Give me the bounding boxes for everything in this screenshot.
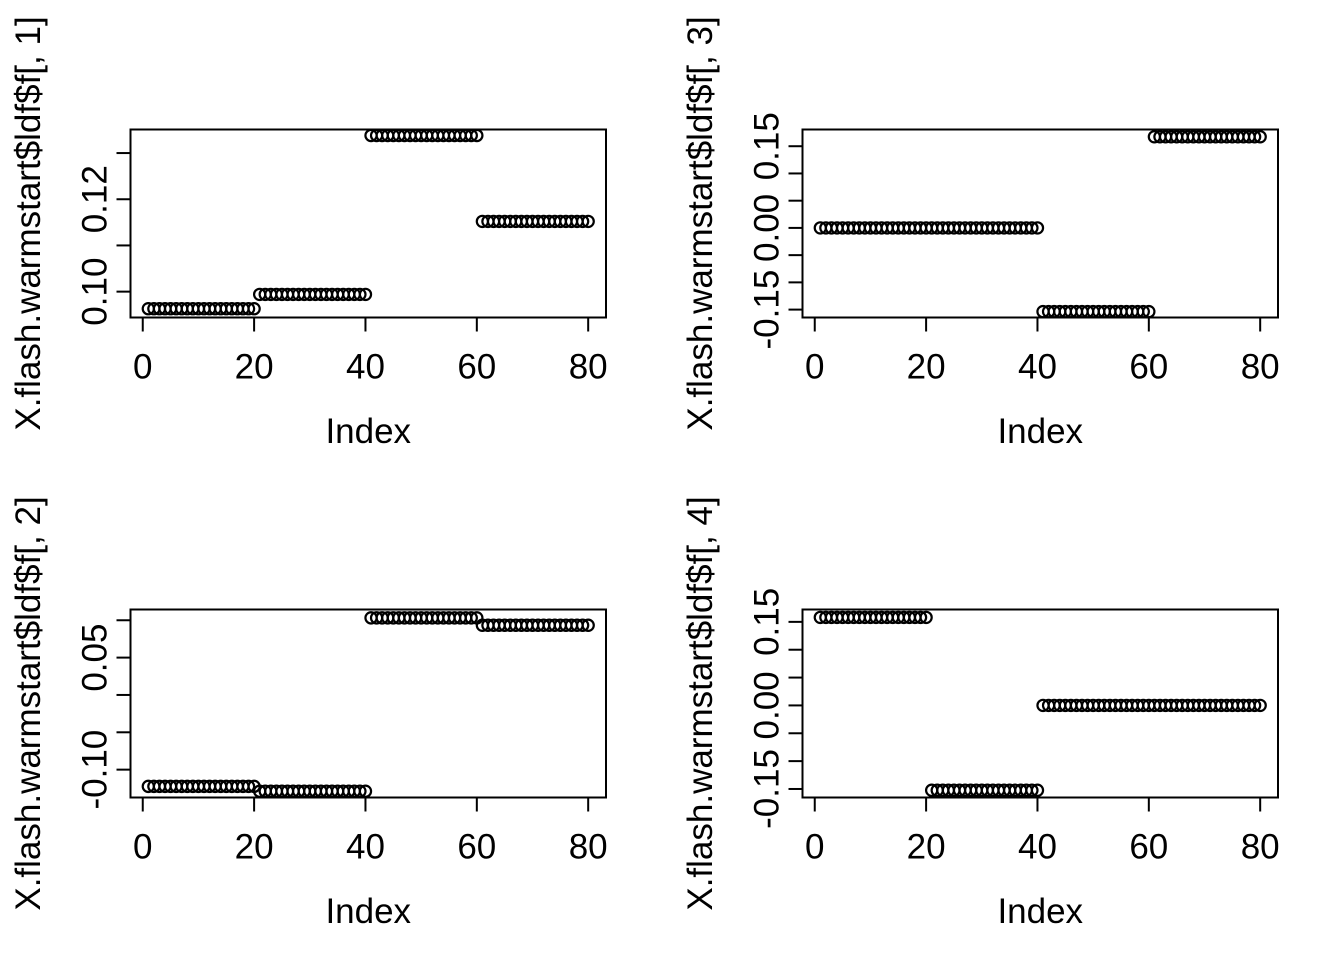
plot-panel-2: 0 20 40 60 80 0.15 0.00 -0.15 Index X.flash.warms…: [681, 16, 1280, 451]
data-point: [913, 610, 928, 625]
y-tick-label: -0.15: [748, 270, 787, 350]
data-point: [1253, 130, 1267, 144]
y-tick-label: 0.12: [76, 165, 115, 233]
x-tick-label: 40: [346, 828, 385, 867]
data-point: [1030, 221, 1045, 235]
data-point: [575, 618, 590, 632]
data-point: [247, 302, 261, 316]
y-tick-label: -0.10: [76, 730, 115, 810]
x-tick-label: 20: [907, 828, 946, 867]
data-point: [581, 214, 595, 229]
x-axis-label: Index: [325, 412, 411, 451]
data-point: [1142, 304, 1156, 319]
x-tick-label: 80: [569, 828, 608, 867]
data-point: [358, 287, 373, 302]
x-tick-label: 80: [1241, 828, 1280, 867]
plot-panel-1: 0 20 40 60 80 0.10 0.12 Index X.flash.warmstart$…: [9, 16, 608, 451]
data-points: [813, 130, 1267, 319]
x-tick-label: 0: [805, 348, 824, 387]
x-tick-label: 60: [1129, 348, 1168, 387]
y-tick-label: 0.15: [748, 112, 787, 180]
data-point: [241, 779, 256, 794]
plot-box: [801, 608, 1279, 799]
panel-bottom-right: 0 20 40 60 80 0.15 0.00 -0.15 Index X.flash.warms…: [672, 480, 1344, 960]
x-tick-label: 40: [346, 348, 385, 387]
x-axis-label: Index: [325, 892, 411, 931]
data-point: [464, 128, 478, 143]
y-axis-label: X.flash.warmstart$ldf$f[, 1]: [9, 16, 48, 430]
x-tick-label: 20: [235, 348, 274, 387]
plot-box: [129, 608, 607, 799]
data-points: [141, 611, 595, 798]
y-tick-label: 0.00: [748, 671, 787, 739]
data-point: [1247, 698, 1262, 713]
data-point: [353, 784, 367, 798]
x-tick-label: 40: [1018, 348, 1057, 387]
x-tick-label: 40: [1018, 828, 1057, 867]
data-points: [813, 610, 1267, 797]
y-axis-label: X.flash.warmstart$ldf$f[, 3]: [681, 16, 720, 430]
x-tick-label: 60: [457, 828, 496, 867]
x-tick-label: 0: [133, 828, 152, 867]
x-tick-label: 0: [805, 828, 824, 867]
data-point: [353, 287, 367, 302]
y-axis-label: X.flash.warmstart$ldf$f[, 4]: [681, 496, 720, 910]
data-point: [1136, 304, 1150, 319]
data-point: [241, 302, 256, 316]
data-point: [919, 610, 933, 625]
panel-bottom-left: 0 20 40 60 80 0.05 -0.10 Index X.flash.warmstart…: [0, 480, 672, 960]
data-points: [141, 128, 595, 316]
panel-top-right: 0 20 40 60 80 0.15 0.00 -0.15 Index X.flash.warms…: [672, 0, 1344, 480]
data-point: [1025, 783, 1039, 797]
panel-top-left: 0 20 40 60 80 0.10 0.12 Index X.flash.warmstart$…: [0, 0, 672, 480]
x-tick-label: 60: [457, 348, 496, 387]
plot-panel-3: 0 20 40 60 80 0.05 -0.10 Index X.flash.warmstart…: [9, 496, 608, 931]
data-point: [581, 618, 595, 632]
data-point: [464, 611, 478, 625]
x-tick-label: 60: [1129, 828, 1168, 867]
data-point: [1247, 130, 1262, 144]
x-axis-label: Index: [997, 892, 1083, 931]
y-axis-label: X.flash.warmstart$ldf$f[, 2]: [9, 496, 48, 910]
x-axis-label: Index: [997, 412, 1083, 451]
x-tick-label: 0: [133, 348, 152, 387]
data-point: [1030, 783, 1045, 797]
x-tick-label: 20: [907, 348, 946, 387]
data-point: [1253, 698, 1267, 713]
y-tick-label: 0.10: [76, 258, 115, 326]
y-tick-label: 0.05: [76, 624, 115, 692]
y-tick-label: -0.15: [748, 749, 787, 829]
x-tick-label: 80: [1241, 348, 1280, 387]
x-tick-label: 80: [569, 348, 608, 387]
data-point: [575, 214, 590, 229]
data-point: [470, 128, 484, 143]
x-tick-label: 20: [235, 828, 274, 867]
data-point: [1025, 221, 1039, 235]
y-tick-label: 0.00: [748, 194, 787, 262]
data-point: [358, 784, 373, 798]
plot-panel-4: 0 20 40 60 80 0.15 0.00 -0.15 Index X.flash.warms…: [681, 496, 1280, 931]
y-tick-label: 0.15: [748, 588, 787, 656]
